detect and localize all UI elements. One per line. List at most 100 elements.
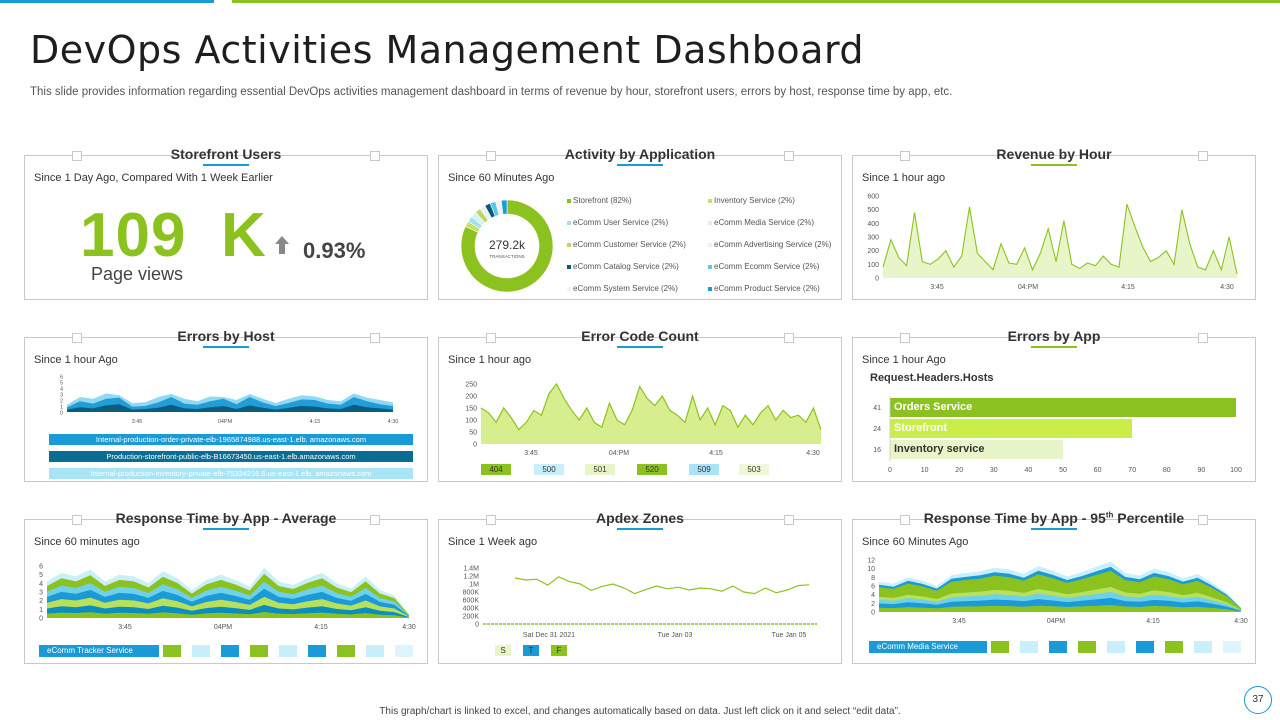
errors-app-bar: Inventory service <box>890 440 1063 459</box>
panel-corner-box <box>486 333 496 343</box>
x-tick-label: 04PM <box>218 419 233 425</box>
legend-chip <box>991 641 1009 653</box>
x-tick-label: 4:30 <box>1234 618 1248 625</box>
top-accent-bar-green <box>232 0 1280 3</box>
legend-label: eComm Advertising Service (2%) <box>714 240 832 249</box>
panel-corner-box <box>784 515 794 525</box>
panel-subtitle: Since 1 Week ago <box>448 536 538 548</box>
legend-swatch <box>708 242 712 247</box>
panel-subtitle: Since 1 Day Ago, Compared With 1 Week Ea… <box>34 172 273 184</box>
legend-swatch <box>567 242 571 247</box>
apdex-zones-panel: Apdex Zones Since 1 Week ago 1.4M 1.2M 1M 8… <box>438 510 842 664</box>
x-tick-label: 4:30 <box>1220 284 1234 291</box>
panel-corner-box <box>1198 151 1208 161</box>
page-views-value: 109 <box>80 201 187 270</box>
response-time-average-panel: Response Time by App - Average Since 60 … <box>24 510 428 664</box>
x-tick-label: 3:45 <box>952 618 966 625</box>
panel-subtitle: Since 1 hour ago <box>862 172 946 184</box>
legend-chip-row <box>991 641 1245 653</box>
y-tick-label: 1 <box>39 607 43 614</box>
y-tick-label: 0 <box>871 610 875 617</box>
legend-chip <box>1165 641 1183 653</box>
y-tick-label: 3 <box>60 393 63 399</box>
panel-subtitle: Since 1 hour Ago <box>862 354 946 366</box>
title-underline <box>617 164 663 166</box>
title-underline <box>617 528 663 530</box>
legend-swatch <box>567 264 571 269</box>
storefront-users-panel: Storefront Users Since 1 Day Ago, Compar… <box>24 146 428 300</box>
legend-swatch <box>567 198 571 203</box>
title-underline <box>203 528 249 530</box>
activity-legend-item: eComm User Service (2%) <box>567 218 668 227</box>
panel-title: Activity by Application <box>439 146 841 166</box>
legend-chip <box>279 645 297 657</box>
y-tick-label: 4 <box>60 387 63 393</box>
y-tick-label: 0 <box>875 276 879 283</box>
legend-chip <box>163 645 181 657</box>
y-tick-label: 0 <box>475 622 479 629</box>
errors-app-heading: Request.Headers.Hosts <box>870 372 994 384</box>
y-tick-label: 200K <box>463 614 480 621</box>
y-tick-label: 250 <box>465 382 477 389</box>
top-accent-bar-blue <box>0 0 214 3</box>
error-code-count-panel: Error Code Count Since 1 hour ago 250 200… <box>438 328 842 482</box>
panel-title-text: Error Code Count <box>581 328 699 344</box>
panel-corner-box <box>900 333 910 343</box>
panel-title: Response Time by App - 95th Percentile <box>853 510 1255 530</box>
activity-by-application-panel: Activity by Application Since 60 Minutes… <box>438 146 842 300</box>
host-series-area <box>67 404 393 412</box>
panel-title: Errors by Host <box>25 328 427 348</box>
x-tick-label: 3:45 <box>132 419 143 425</box>
panel-subtitle: Since 1 hour ago <box>448 354 532 366</box>
x-tick-label: 100 <box>1230 467 1242 474</box>
panel-corner-box <box>900 151 910 161</box>
apdex-zone-s: S <box>495 645 511 656</box>
x-tick-label: 60 <box>1094 467 1102 474</box>
panel-corner-box <box>72 333 82 343</box>
page-number: 37 <box>1244 686 1272 714</box>
y-tick-label: 2 <box>871 601 875 608</box>
legend-chip <box>221 645 239 657</box>
legend-swatch <box>708 220 712 225</box>
y-tick-label: 150 <box>465 406 477 413</box>
panel-title-text: Response Time by App - 95 <box>923 510 1106 526</box>
y-tick-label: 6 <box>60 375 63 381</box>
y-tick-label: 200 <box>867 248 879 255</box>
error-code-line <box>480 382 822 431</box>
legend-chip <box>1194 641 1212 653</box>
y-tick-label: 800K <box>463 590 480 597</box>
panel-corner-box <box>72 515 82 525</box>
panel-title-text: Revenue by Hour <box>996 146 1112 162</box>
panel-corner-box <box>370 333 380 343</box>
y-tick-label: 12 <box>867 558 875 565</box>
x-tick-label: Sat Dec 31 2021 <box>523 632 575 639</box>
change-percent: 0.93% <box>303 238 366 263</box>
legend-swatch <box>708 198 712 203</box>
panel-title: Response Time by App - Average <box>25 510 427 530</box>
x-tick-label: 40 <box>1025 467 1033 474</box>
panel-subtitle: Since 60 minutes ago <box>34 536 140 548</box>
response-avg-area-chart: 65 4 32 1 0 3:45 04PM 4:15 4:30 <box>39 564 416 632</box>
host-legend-bar: Production-storefront-public-elb-B166734… <box>49 451 413 462</box>
legend-chip <box>1049 641 1067 653</box>
title-underline <box>203 346 249 348</box>
y-tick-label: 500 <box>867 207 879 214</box>
legend-label: eComm System Service (2%) <box>573 284 678 293</box>
panel-title: Revenue by Hour <box>853 146 1255 166</box>
y-tick-label: 0 <box>473 442 477 449</box>
panel-corner-box <box>784 151 794 161</box>
legend-chip <box>395 645 413 657</box>
legend-chip <box>366 645 384 657</box>
x-tick-label: 3:45 <box>524 450 538 457</box>
error-code-area-chart: 250 200 150 100 50 0 3:45 04:PM 4:15 4:30 <box>465 382 822 457</box>
y-tick-label: 4 <box>871 592 875 599</box>
donut-slice <box>460 199 554 293</box>
x-tick-label: 4:30 <box>388 419 399 425</box>
legend-swatch <box>708 264 712 269</box>
x-tick-label: 80 <box>1163 467 1171 474</box>
activity-legend-item: eComm Advertising Service (2%) <box>708 240 831 249</box>
panel-title: Errors by App <box>853 328 1255 348</box>
legend-service-label: eComm Tracker Service <box>39 645 159 657</box>
